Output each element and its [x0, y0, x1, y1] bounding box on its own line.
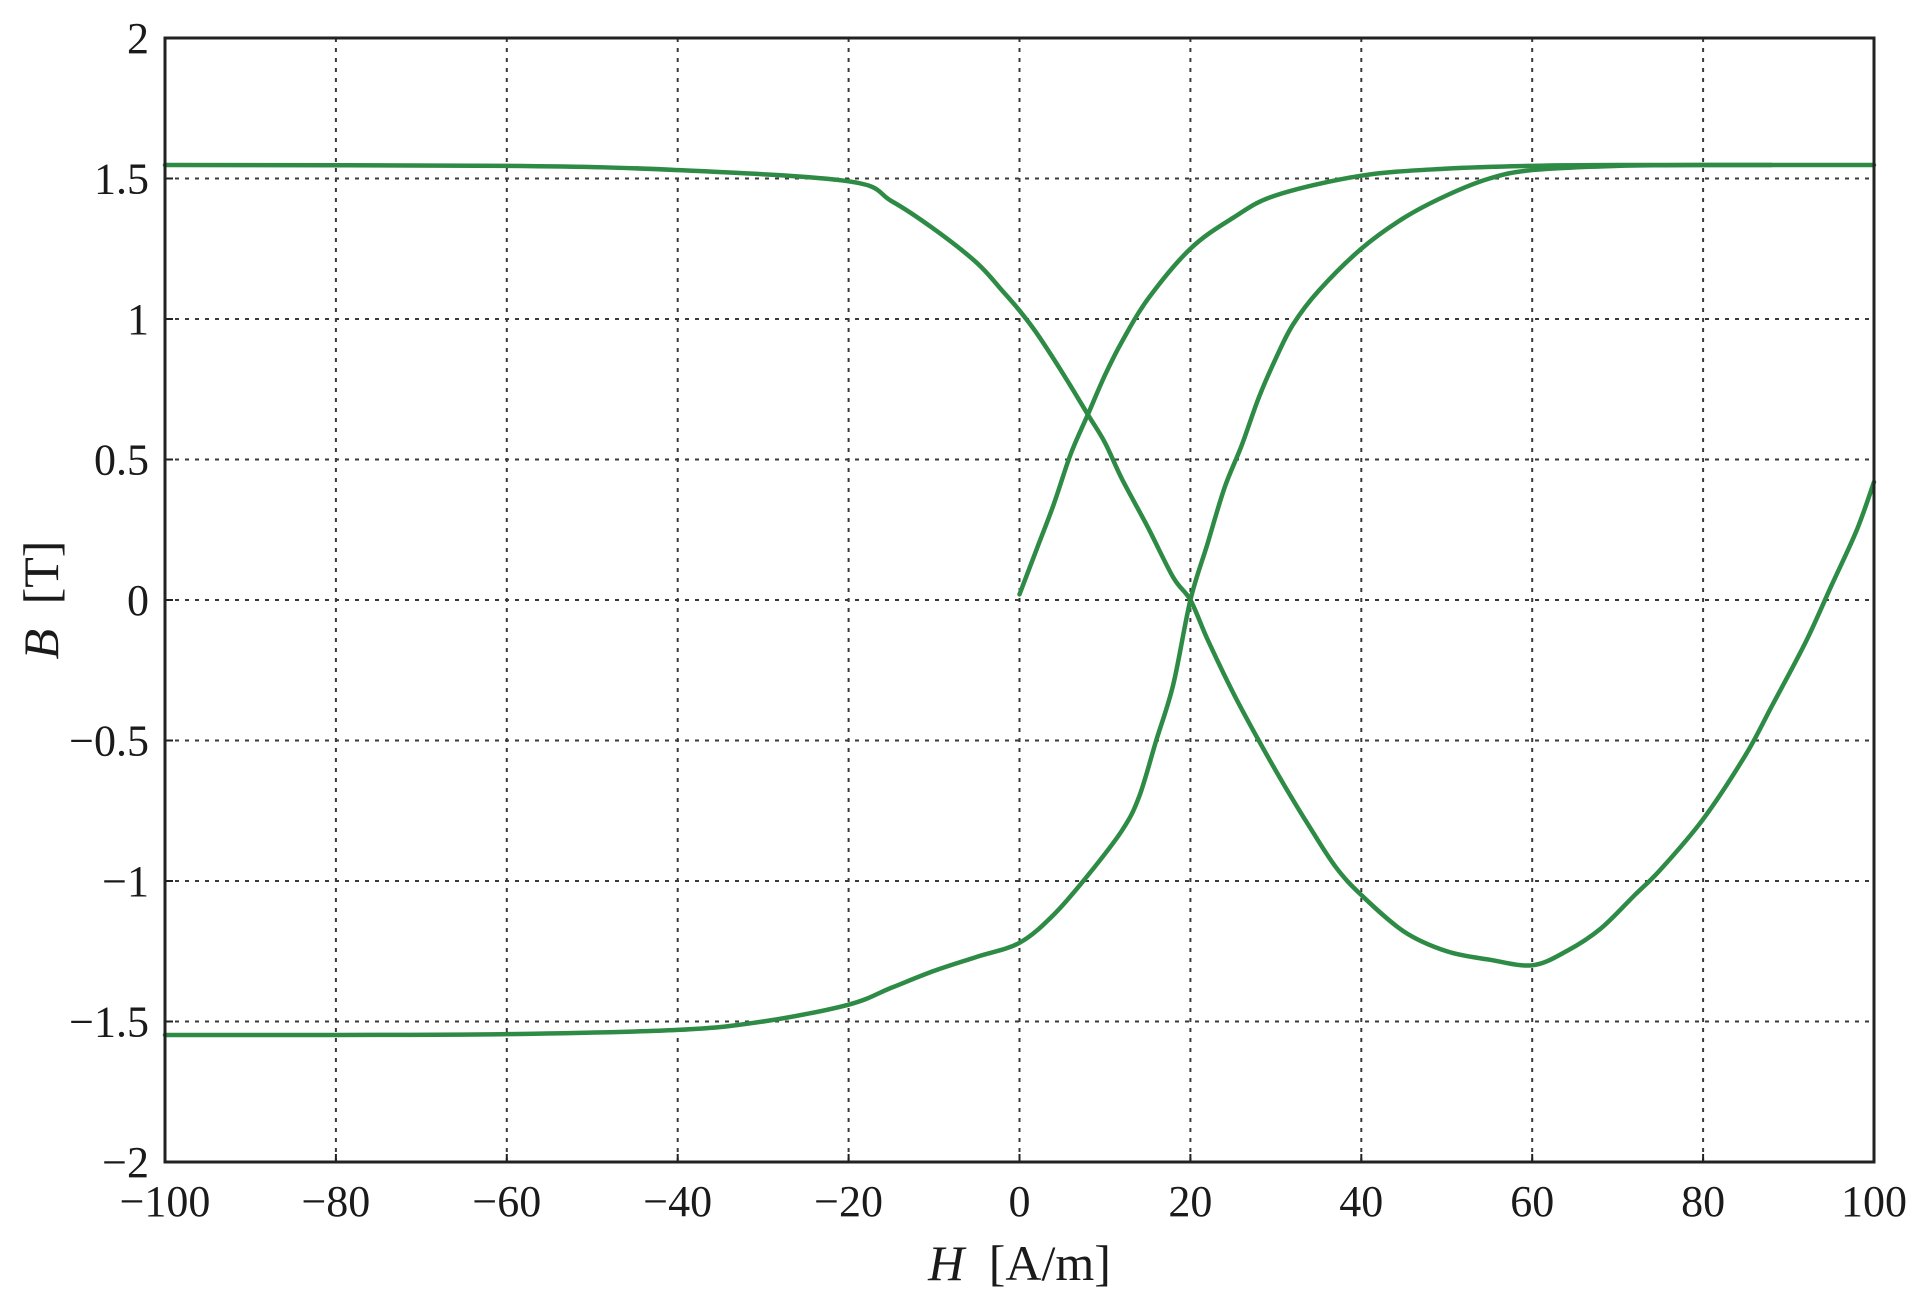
x-tick-label: 0 — [1009, 1177, 1031, 1226]
y-tick-label: −0.5 — [69, 717, 149, 766]
y-tick-label: 0.5 — [94, 436, 149, 485]
x-tick-label: 100 — [1841, 1177, 1907, 1226]
series-line-1 — [162, 162, 1877, 968]
x-tick-label: −100 — [120, 1177, 211, 1226]
y-axis-unit: [T] — [13, 541, 69, 605]
x-tick-label: −60 — [472, 1177, 541, 1226]
x-tick-label: 40 — [1339, 1177, 1383, 1226]
y-axis-title: B [T] — [13, 541, 69, 660]
x-tick-label: −40 — [643, 1177, 712, 1226]
y-tick-label: 1.5 — [94, 155, 149, 204]
x-tick-label: −80 — [301, 1177, 370, 1226]
y-axis-ticks: −2 −1.5 −1 −0.5 0 0.5 1 1.5 2 — [69, 14, 173, 1187]
x-tick-label: 80 — [1681, 1177, 1725, 1226]
y-tick-label: −1.5 — [69, 998, 149, 1047]
x-tick-label: 20 — [1168, 1177, 1212, 1226]
y-tick-label: 2 — [127, 14, 149, 63]
x-axis-unit: [A/m] — [989, 1235, 1111, 1291]
x-axis-title: H [A/m] — [927, 1235, 1111, 1291]
series-line-3 — [162, 162, 1877, 1038]
x-tick-label: −20 — [814, 1177, 883, 1226]
x-axis-ticks: −100 −80 −60 −40 −20 0 20 40 60 80 100 — [120, 1154, 1907, 1226]
x-axis-variable: H — [927, 1235, 967, 1291]
series-line-2 — [1017, 162, 1774, 597]
y-tick-label: 1 — [127, 295, 149, 344]
x-tick-label: 60 — [1510, 1177, 1554, 1226]
y-tick-label: 0 — [127, 576, 149, 625]
y-tick-label: −1 — [102, 857, 149, 906]
y-axis-variable: B — [13, 629, 69, 660]
grid — [165, 38, 1874, 1162]
series-group — [162, 162, 1877, 1038]
y-tick-label: −2 — [102, 1138, 149, 1187]
